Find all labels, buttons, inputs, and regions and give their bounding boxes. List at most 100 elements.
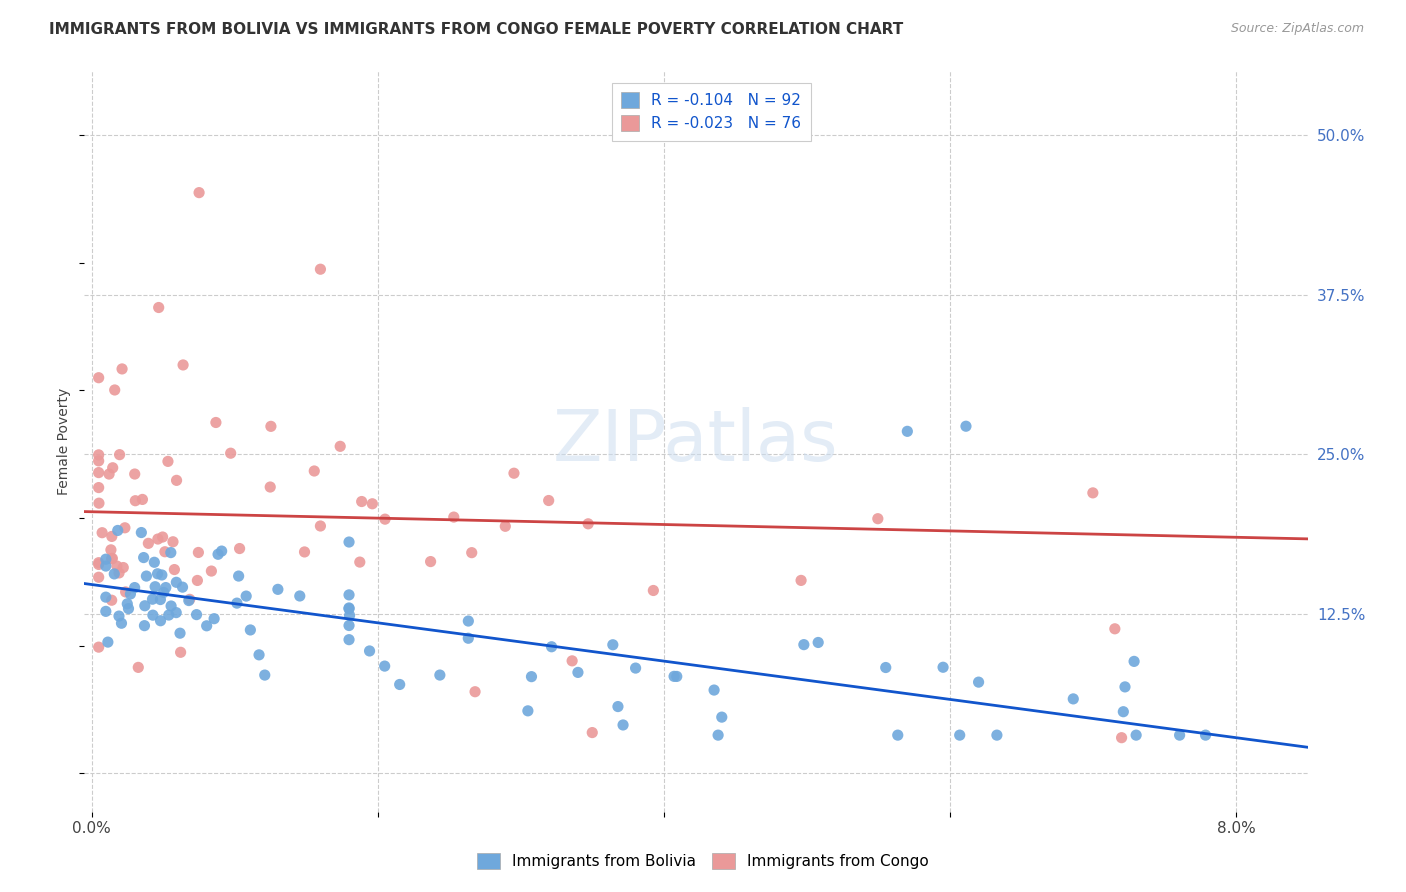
Point bbox=[103, 566, 125, 581]
Point bbox=[337, 618, 360, 632]
Point bbox=[1114, 680, 1136, 694]
Point bbox=[132, 550, 155, 565]
Point bbox=[114, 521, 136, 535]
Point bbox=[134, 599, 156, 613]
Point bbox=[896, 425, 918, 439]
Point bbox=[94, 559, 117, 574]
Point bbox=[949, 728, 972, 742]
Point bbox=[337, 602, 360, 616]
Point bbox=[112, 560, 135, 574]
Point bbox=[111, 362, 134, 376]
Point bbox=[703, 683, 725, 698]
Point bbox=[146, 532, 169, 546]
Point bbox=[134, 618, 156, 632]
Point bbox=[87, 556, 110, 570]
Point bbox=[87, 454, 110, 468]
Point bbox=[152, 585, 174, 599]
Point bbox=[710, 710, 733, 724]
Point bbox=[87, 466, 110, 480]
Point bbox=[665, 669, 688, 683]
Point bbox=[143, 580, 166, 594]
Point bbox=[172, 358, 194, 372]
Point bbox=[186, 607, 208, 622]
Point bbox=[160, 599, 183, 613]
Text: Source: ZipAtlas.com: Source: ZipAtlas.com bbox=[1230, 22, 1364, 36]
Point bbox=[1168, 728, 1191, 742]
Point bbox=[1125, 728, 1147, 742]
Point bbox=[188, 186, 211, 200]
Point bbox=[162, 534, 184, 549]
Point bbox=[127, 660, 149, 674]
Point bbox=[1194, 728, 1216, 742]
Point bbox=[195, 619, 218, 633]
Point bbox=[349, 555, 371, 569]
Point bbox=[177, 593, 200, 607]
Point bbox=[98, 467, 121, 481]
Point bbox=[955, 419, 977, 434]
Point bbox=[120, 587, 142, 601]
Point bbox=[108, 609, 131, 624]
Point bbox=[607, 699, 630, 714]
Point bbox=[138, 536, 160, 550]
Point bbox=[87, 448, 110, 462]
Point bbox=[259, 480, 281, 494]
Point bbox=[200, 564, 222, 578]
Point bbox=[337, 632, 360, 647]
Legend: Immigrants from Bolivia, Immigrants from Congo: Immigrants from Bolivia, Immigrants from… bbox=[471, 847, 935, 875]
Point bbox=[228, 569, 250, 583]
Point bbox=[110, 616, 132, 631]
Point bbox=[165, 606, 187, 620]
Point bbox=[309, 262, 332, 277]
Point bbox=[516, 704, 538, 718]
Point bbox=[124, 467, 146, 481]
Point bbox=[100, 593, 122, 607]
Point bbox=[350, 494, 373, 508]
Point bbox=[146, 566, 169, 581]
Point bbox=[567, 665, 589, 680]
Point bbox=[494, 519, 516, 533]
Point bbox=[581, 725, 603, 739]
Point bbox=[793, 638, 815, 652]
Point bbox=[337, 588, 360, 602]
Point bbox=[186, 574, 208, 588]
Point bbox=[576, 516, 599, 531]
Point bbox=[87, 570, 110, 584]
Point bbox=[443, 510, 465, 524]
Point bbox=[1081, 486, 1104, 500]
Point bbox=[202, 612, 225, 626]
Point bbox=[149, 614, 172, 628]
Point bbox=[152, 530, 174, 544]
Point bbox=[429, 668, 451, 682]
Point bbox=[94, 604, 117, 618]
Point bbox=[105, 559, 128, 574]
Point bbox=[87, 640, 110, 655]
Point bbox=[1111, 731, 1133, 745]
Point bbox=[887, 728, 910, 742]
Point bbox=[187, 545, 209, 559]
Point bbox=[967, 675, 990, 690]
Point bbox=[294, 545, 316, 559]
Legend: R = -0.104   N = 92, R = -0.023   N = 76: R = -0.104 N = 92, R = -0.023 N = 76 bbox=[612, 83, 811, 141]
Point bbox=[155, 581, 177, 595]
Text: ZIPatlas: ZIPatlas bbox=[553, 407, 839, 476]
Point bbox=[101, 529, 124, 543]
Point bbox=[117, 597, 139, 611]
Point bbox=[503, 467, 526, 481]
Point bbox=[419, 555, 441, 569]
Point bbox=[87, 496, 110, 510]
Point bbox=[253, 668, 276, 682]
Point bbox=[207, 547, 229, 561]
Point bbox=[561, 654, 583, 668]
Point bbox=[87, 370, 110, 384]
Point bbox=[304, 464, 326, 478]
Point bbox=[101, 551, 124, 566]
Point bbox=[107, 524, 129, 538]
Point bbox=[91, 525, 114, 540]
Point bbox=[643, 583, 665, 598]
Point bbox=[1104, 622, 1126, 636]
Point bbox=[374, 659, 396, 673]
Point bbox=[150, 568, 173, 582]
Point bbox=[361, 497, 384, 511]
Point bbox=[108, 566, 131, 580]
Point bbox=[205, 416, 228, 430]
